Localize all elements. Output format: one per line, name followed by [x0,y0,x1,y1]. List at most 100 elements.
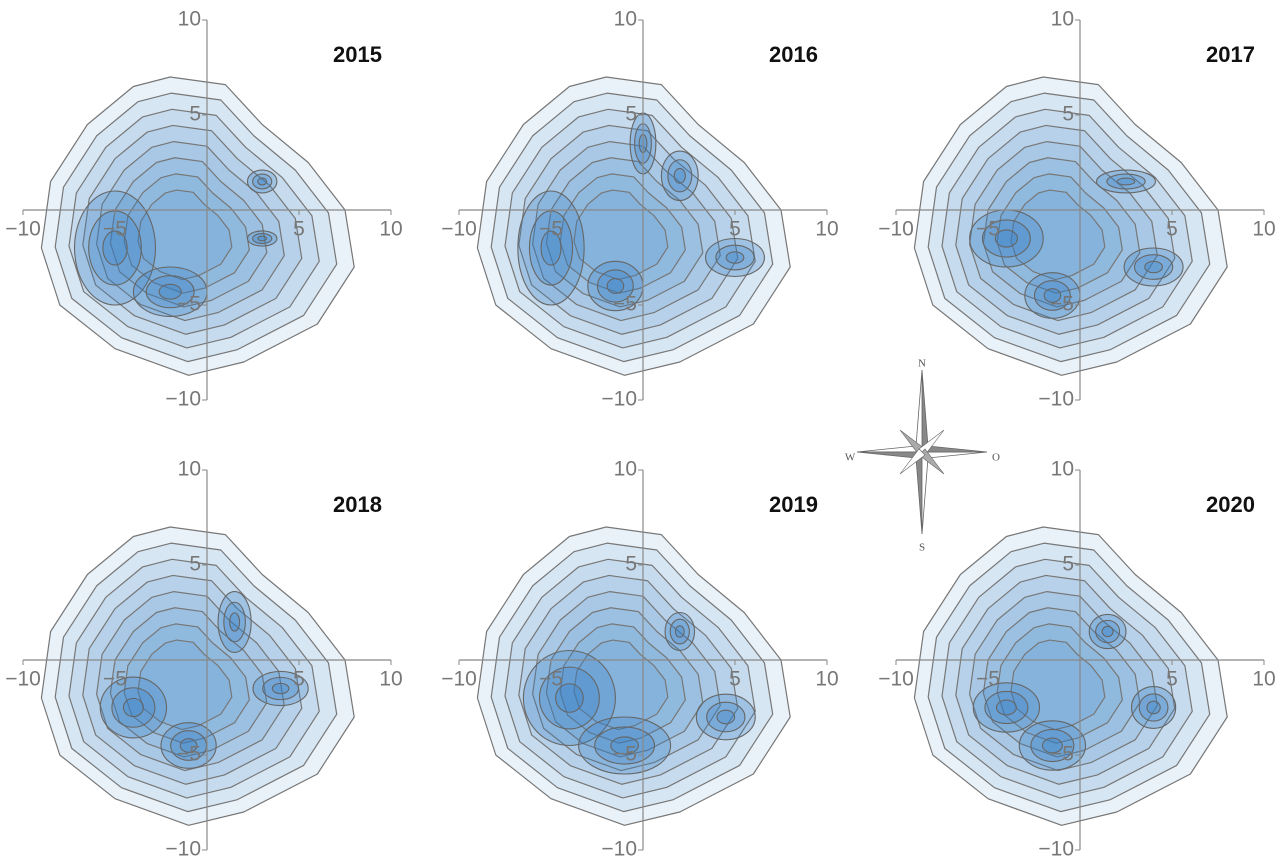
contour-band [1116,177,1136,186]
contour-band [555,683,584,713]
contour-band [984,690,1029,725]
panel-title: 2017 [1206,42,1255,67]
contour-band [1101,625,1114,638]
x-tick-label: 10 [379,668,402,691]
contour-band [531,590,721,772]
contour-band [1146,700,1161,715]
contour-band [109,157,268,308]
contour-band [995,699,1017,716]
contour-band [1018,720,1087,771]
contour-band [927,542,1211,813]
x-tick-label: −5 [976,668,1000,691]
x-tick-label: −5 [539,668,563,691]
x-tick-label: −10 [5,218,41,241]
contour-band [705,237,765,278]
compass-label: S [919,542,925,554]
contour-band [40,526,355,826]
y-tick-label: 5 [1062,553,1074,576]
y-tick-label: 10 [614,458,637,481]
x-tick-label: −10 [878,668,914,691]
compass-point [915,369,923,453]
contour-band [941,558,1193,799]
x-tick-label: 5 [293,218,305,241]
contour-band [1041,737,1063,754]
contour-band [40,76,355,376]
contour-band [68,108,320,349]
y-tick-label: −5 [613,743,637,766]
compass-point [921,451,929,535]
contour-band [160,722,217,769]
y-tick-label: 10 [1051,458,1074,481]
compass-label: W [845,452,856,464]
contour-band [578,716,672,775]
contour-band [545,607,704,758]
y-tick-label: 10 [178,458,201,481]
compass-point [921,445,988,453]
contour-band [229,612,241,632]
contour-band [490,92,774,363]
y-tick-label: 5 [1062,103,1074,126]
contour-band [54,542,338,813]
compass-label: O [992,452,1000,464]
y-tick-label: −10 [601,388,637,411]
x-tick-label: 5 [729,668,741,691]
compass-point [856,445,923,453]
contour-band [927,92,1211,363]
contour-band [715,244,755,271]
contour-band [1043,288,1062,303]
contour-band [1138,693,1169,722]
contour-band [1106,173,1146,190]
contour-band [664,611,696,652]
x-tick-label: −10 [878,218,914,241]
contour-band [1030,728,1075,763]
contour-band [262,676,300,701]
x-tick-label: 10 [815,218,838,241]
contour-band [559,623,686,744]
y-tick-label: 5 [189,553,201,576]
compass-point [921,451,988,459]
contour-band [673,167,686,184]
contour-band [271,682,290,695]
contour-band [252,173,273,190]
y-tick-label: −10 [165,838,201,861]
y-tick-label: 10 [1051,8,1074,31]
y-tick-label: −10 [601,838,637,861]
y-tick-label: −5 [1050,293,1074,316]
contour-band [972,682,1041,733]
contour-band [1088,613,1127,650]
contour-band [538,666,600,730]
contour-band [252,670,309,707]
y-tick-label: 10 [614,8,637,31]
y-tick-label: −5 [177,743,201,766]
panel: −10 −5 5 10 10 5 −5 −10 2018 [5,458,402,861]
y-tick-label: −10 [1038,388,1074,411]
contour-band [695,693,756,741]
x-tick-label: −5 [976,218,1000,241]
panel: −10 −5 5 10 10 5 −5 −10 2017 [878,8,1275,411]
contour-band [545,157,704,308]
contour-band [1123,247,1184,287]
panel: −10 −5 5 10 10 5 −5 −10 2019 [441,458,838,861]
x-tick-label: −10 [441,668,477,691]
contour-band [257,235,268,242]
contour-band [522,649,616,747]
contour-band [476,76,791,376]
contour-band [706,701,746,733]
contour-band [179,738,198,753]
contour-band [111,687,156,728]
x-tick-label: 5 [729,218,741,241]
panel-title: 2018 [333,492,382,517]
contour-band [504,558,756,799]
contour-band [217,591,252,653]
x-tick-label: −10 [5,668,41,691]
y-tick-label: 10 [178,8,201,31]
contour-band [667,159,693,193]
contour-band [982,157,1141,308]
contour-band [252,233,273,244]
contour-band [1144,260,1163,274]
y-tick-label: 5 [625,553,637,576]
compass-point [856,451,923,459]
x-tick-label: 5 [1166,668,1178,691]
contour-band [257,177,268,186]
contour-band [1096,169,1156,194]
